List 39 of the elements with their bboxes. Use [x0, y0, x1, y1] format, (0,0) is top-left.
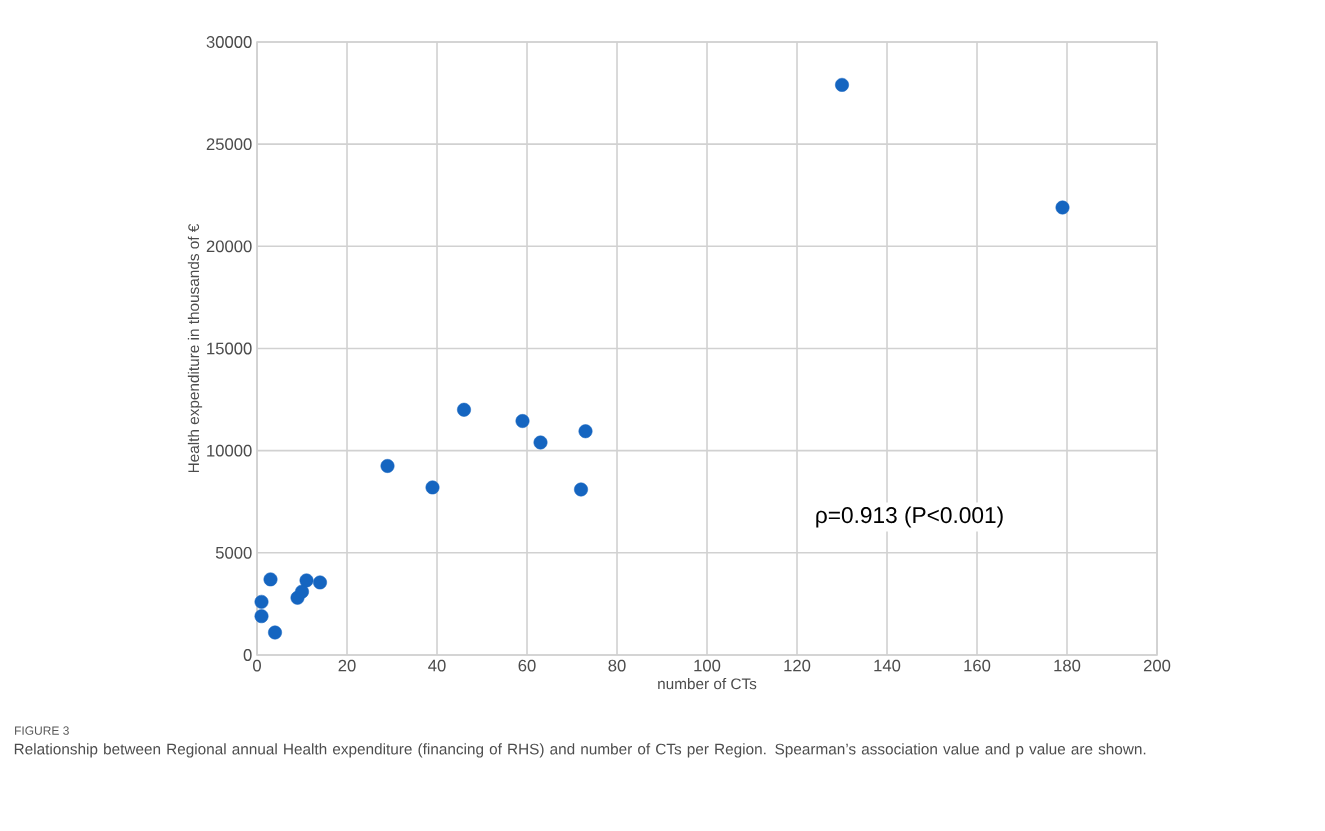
annotation: ρ=0.913 (P<0.001)	[816, 506, 1003, 528]
x-tick-label: 40	[428, 659, 446, 672]
y-tick-label: 25000	[206, 138, 252, 151]
point	[263, 572, 278, 587]
caption: FIGURE 3	[15, 726, 69, 735]
point	[1055, 200, 1070, 215]
point	[295, 584, 309, 599]
point	[574, 482, 588, 497]
point	[578, 424, 593, 439]
point	[268, 625, 282, 640]
point	[313, 575, 327, 590]
x-tick-label: 80	[608, 659, 626, 672]
point	[299, 573, 314, 588]
y-axis-title: Health expenditure in thousands of €	[187, 223, 203, 473]
x-tick-label: 120	[784, 659, 811, 672]
x-tick-label: 100	[694, 659, 721, 672]
y-tick-label: 0	[243, 649, 252, 661]
x-tick-label: 20	[338, 659, 356, 672]
y-tick-label: 10000	[207, 444, 252, 457]
y-tick-label: 20000	[206, 240, 252, 253]
x-tick-label: 0	[253, 659, 261, 672]
point	[457, 402, 471, 417]
point	[533, 435, 548, 450]
point	[425, 480, 440, 495]
x-axis-title: number of CTs	[658, 677, 757, 690]
x-tick-label: 60	[518, 659, 536, 672]
point	[254, 594, 269, 609]
y-tick-label: 30000	[206, 36, 252, 48]
y-tick-label: 5000	[215, 546, 252, 559]
point	[835, 77, 849, 92]
point	[254, 609, 269, 624]
point	[380, 459, 395, 473]
x-tick-label: 180	[1054, 659, 1081, 672]
x-tick-label: 160	[964, 659, 991, 672]
x-tick-label: 140	[874, 659, 901, 672]
point	[515, 414, 530, 428]
text: Relationship between Regional annual Health expenditure (financing of RHS) and number of CTs per Region. Spearman’s association value and p value are shown.	[14, 743, 1146, 758]
x-tick-label: 200	[1143, 659, 1171, 672]
y-tick-label: 15000	[207, 342, 252, 355]
